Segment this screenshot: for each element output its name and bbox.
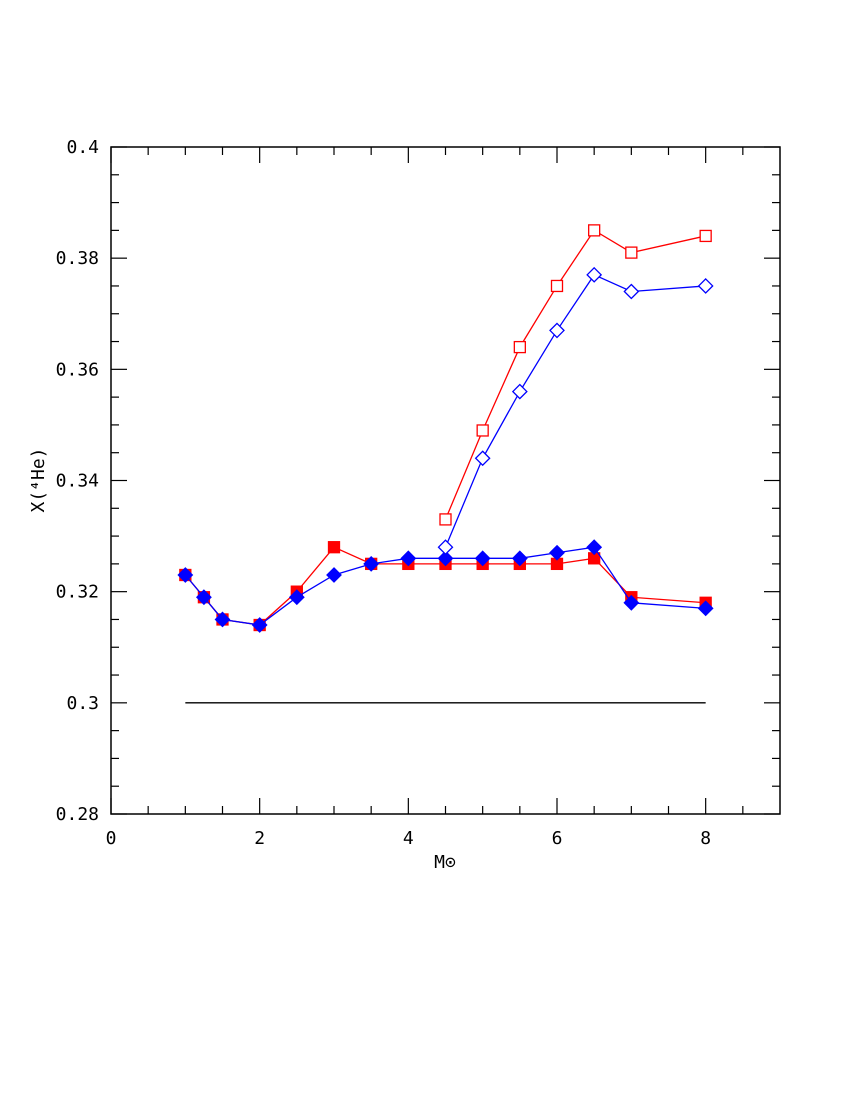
y-tick-label: 0.3 (66, 693, 99, 714)
diamond-marker (511, 550, 528, 567)
diamond-marker (623, 283, 640, 300)
diamond-marker (195, 589, 212, 606)
diamond-marker (400, 550, 417, 567)
diamond-marker (586, 539, 603, 556)
square-marker (327, 541, 341, 554)
diamond-marker (288, 589, 305, 606)
square-marker (550, 279, 564, 293)
plot-frame (110, 146, 781, 815)
x-tick-label: 8 (700, 828, 711, 849)
square-marker (588, 224, 601, 237)
diamond-marker (586, 266, 603, 283)
x-tick-label: 6 (552, 828, 563, 849)
square-marker (625, 246, 638, 259)
x-tick-label: 2 (254, 828, 265, 849)
diamond-marker (474, 450, 491, 467)
x-tick-label: 4 (403, 828, 414, 849)
diamond-marker (549, 544, 565, 561)
y-tick-label: 0.28 (56, 804, 99, 825)
diamond-marker (326, 567, 342, 583)
square-marker (439, 513, 452, 526)
square-marker (699, 229, 712, 243)
y-axis-label: X(⁴He) (28, 447, 49, 512)
diamond-marker (623, 594, 640, 611)
series-line (444, 229, 706, 520)
x-tick-label: 0 (106, 828, 117, 849)
diamond-marker (437, 539, 454, 556)
y-tick-label: 0.32 (56, 582, 99, 603)
diamond-marker (697, 600, 714, 617)
y-tick-label: 0.4 (66, 137, 99, 158)
diamond-marker (511, 383, 528, 400)
diamond-marker (474, 550, 491, 567)
diamond-marker (549, 322, 565, 339)
square-marker (476, 424, 489, 437)
series-line (444, 274, 706, 548)
diamond-marker (251, 617, 268, 633)
diamond-marker (177, 567, 194, 583)
diamond-marker (697, 278, 714, 294)
y-tick-label: 0.36 (56, 359, 99, 380)
diamond-marker (363, 555, 380, 572)
y-tick-label: 0.38 (56, 248, 99, 269)
diamond-marker (437, 550, 454, 567)
x-axis-label: M⊙ (434, 852, 456, 873)
y-tick-label: 0.34 (56, 471, 99, 492)
square-marker (513, 340, 526, 354)
diamond-marker (214, 611, 231, 628)
